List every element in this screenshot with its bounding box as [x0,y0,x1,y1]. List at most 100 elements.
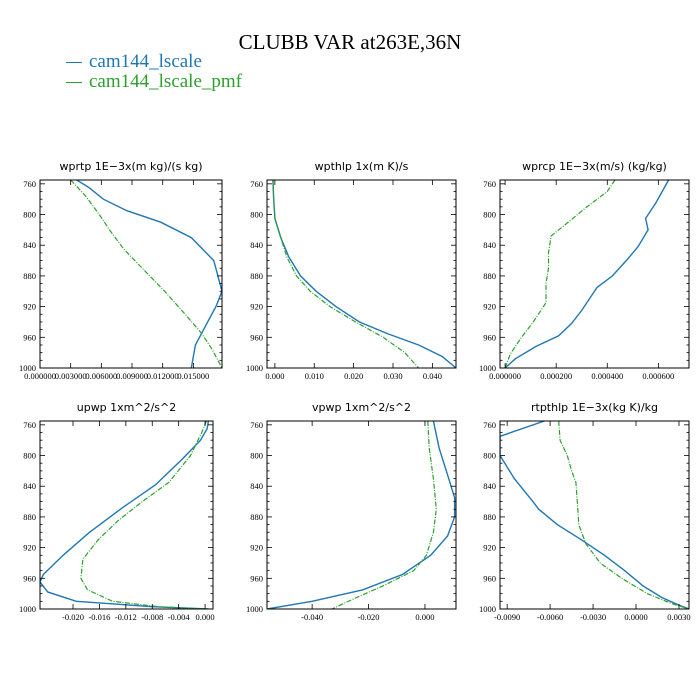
y-tick-label: 760 [483,179,496,189]
legend-item-2: cam144_lscale_pmf [66,72,242,92]
x-tick-label: 0.000200 [540,371,572,381]
x-tick-label: 0.000 [415,612,434,622]
x-tick-label: -0.008 [141,612,163,622]
x-tick-label: 0.000400 [591,371,623,381]
y-tick-label: 760 [23,179,36,189]
panel-title: wpthlp 1x(m K)/s [315,160,409,173]
series-line-cam144-lscale-pmf [558,421,689,609]
series-line-cam144-lscale-pmf [272,180,420,368]
panel-1: wprtp 1E−3x(m kg)/(s kg) 760 800 840 880 920 9… [19,160,223,381]
x-tick-label: 0.030 [383,371,402,381]
y-tick-label: 880 [483,271,496,281]
y-tick-label: 800 [483,210,496,220]
x-tick-label: 0.003000 [55,371,87,381]
series-line-cam144-lscale-pmf [331,421,437,609]
panel-title: vpwp 1xm^2/s^2 [312,401,411,414]
y-tick-label: 880 [483,512,496,522]
x-tick-label: 0.040 [423,371,442,381]
plot-frame [39,420,214,610]
x-tick-label: -0.020 [62,612,84,622]
y-tick-label: 880 [250,271,263,281]
x-tick-label: 0.006000 [85,371,117,381]
series-line-cam144-lscale [40,421,210,609]
panel-title: wprtp 1E−3x(m kg)/(s kg) [60,160,203,173]
panel-title: wprcp 1E−3x(m/s) (kg/kg) [522,160,667,173]
y-tick-label: 1000 [246,363,263,373]
y-tick-label: 880 [23,271,36,281]
x-tick-label: -0.0060 [537,612,563,622]
y-tick-label: 800 [23,210,36,220]
y-tick-label: 840 [23,240,36,250]
plot-frame [499,420,690,610]
legend-swatch-1 [66,61,82,63]
y-tick-label: 840 [483,240,496,250]
y-tick-label: 960 [483,573,496,583]
y-tick-label: 760 [483,420,496,430]
plot-frame [266,420,457,610]
y-tick-label: 1000 [19,363,36,373]
legend-label-1: cam144_lscale [89,51,202,72]
panel-3: wprcp 1E−3x(m/s) (kg/kg) 760 800 840 880 920 9… [479,160,690,381]
series-line-cam144-lscale-pmf [504,180,616,368]
y-tick-label: 1000 [19,604,36,614]
y-tick-label: 840 [483,481,496,491]
panel-title: upwp 1xm^2/s^2 [77,401,177,414]
series-line-cam144-lscale [267,421,456,609]
y-tick-label: 840 [250,481,263,491]
y-tick-label: 880 [23,512,36,522]
y-tick-label: 920 [23,302,36,312]
y-tick-label: 760 [250,179,263,189]
series-line-cam144-lscale [504,180,670,368]
y-tick-label: 840 [250,240,263,250]
y-tick-label: 1000 [479,363,496,373]
x-tick-label: 0.000 [265,371,284,381]
x-tick-label: -0.012 [115,612,137,622]
y-tick-label: 800 [250,451,263,461]
x-tick-label: 0.000600 [642,371,674,381]
plot-frame [39,179,223,369]
plot-frame [499,179,690,369]
x-tick-label: 0.012000 [147,371,179,381]
y-tick-label: 1000 [479,604,496,614]
plot-frame [266,179,457,369]
series-line-cam144-lscale-pmf [70,180,222,368]
panel-5: vpwp 1xm^2/s^2 760 800 840 880 920 960 1000 -0.0… [246,401,457,622]
series-line-cam144-lscale [500,421,689,609]
x-tick-label: 0.000 [196,612,215,622]
panel-4: upwp 1xm^2/s^2 760 800 840 880 920 960 1000 -0.0… [19,401,215,622]
y-tick-label: 800 [483,451,496,461]
x-tick-label: -0.016 [88,612,110,622]
y-tick-label: 920 [250,543,263,553]
x-tick-label: 0.009000 [116,371,148,381]
y-tick-label: 920 [250,302,263,312]
y-tick-label: 1000 [246,604,263,614]
y-tick-label: 960 [23,573,36,583]
figure-title: CLUBB VAR at263E,36N [238,30,462,54]
x-tick-label: 0.000000 [24,371,56,381]
y-tick-label: 960 [250,573,263,583]
panel-2: wpthlp 1x(m K)/s76080084088092096010000.… [246,160,457,381]
x-tick-label: -0.004 [168,612,191,622]
y-tick-label: 920 [483,543,496,553]
x-tick-label: -0.0090 [494,612,520,622]
legend-label-2: cam144_lscale_pmf [89,71,243,92]
panel-title: rtpthlp 1E−3x(kg K)/kg [531,401,658,414]
y-tick-label: 960 [250,332,263,342]
x-tick-label: 0.000000 [489,371,521,381]
x-tick-label: 0.0000 [624,612,647,622]
x-tick-label: -0.040 [301,612,323,622]
x-tick-label: 0.020 [344,371,363,381]
x-tick-label: 0.010 [305,371,324,381]
x-tick-label: 0.015000 [177,371,209,381]
y-tick-label: 800 [250,210,263,220]
y-tick-label: 840 [23,481,36,491]
y-tick-label: 760 [250,420,263,430]
y-tick-label: 760 [23,420,36,430]
legend-item-1: cam144_lscale [66,52,242,72]
series-line-cam144-lscale [272,180,456,368]
series-line-cam144-lscale [76,180,222,368]
x-tick-label: 0.0030 [667,612,690,622]
series-line-cam144-lscale-pmf [80,421,207,609]
